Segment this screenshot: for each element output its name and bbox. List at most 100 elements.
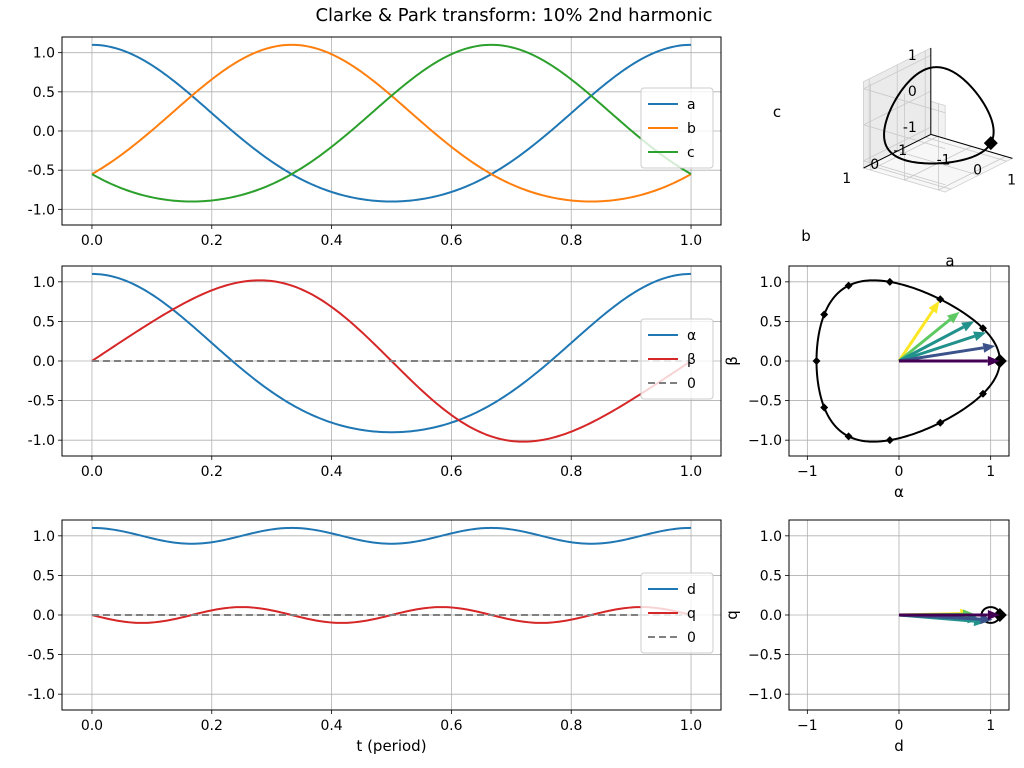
x-tick-label: 0.0 xyxy=(81,718,103,734)
legend-label: 0 xyxy=(687,376,696,392)
axes-frame xyxy=(788,265,1010,457)
y-tick-label: -1 xyxy=(893,143,907,159)
x-tick-label: 0.2 xyxy=(201,464,223,480)
legend: dq 0 xyxy=(640,572,714,654)
grid-3d xyxy=(869,164,951,190)
legend-label: 0 xyxy=(687,630,696,646)
y-tick-label: 0.5 xyxy=(760,568,782,584)
y-tick-label: 1.0 xyxy=(33,529,55,545)
series-line-d xyxy=(91,526,692,545)
x-axis-label: t (period) xyxy=(356,737,426,755)
trajectory-marker xyxy=(885,277,894,286)
z-axis-label: c xyxy=(773,103,781,121)
vector-shaft xyxy=(898,334,976,363)
x-tick-label: 0.8 xyxy=(560,718,582,734)
vector-head xyxy=(980,614,993,625)
x-tick-label: 0.4 xyxy=(320,718,342,734)
y-tick-label: 0.0 xyxy=(33,124,55,140)
y-tick-label: −0.5 xyxy=(748,394,782,410)
dq_time-axes: 0.0 0.2 0.4 0.6 0.8 1.0 -1.0 -0.5 0.0 0.5 1.0 t (pe… xyxy=(28,519,722,755)
trajectory-marker xyxy=(844,281,853,290)
x-tick-label: 0 xyxy=(973,162,982,178)
grid-3d xyxy=(863,88,946,114)
x-tick-label: 1 xyxy=(1007,172,1016,188)
space-vector-arrow xyxy=(898,331,987,363)
x-tick-label: 1.0 xyxy=(680,233,702,249)
series-line-a xyxy=(91,43,692,203)
grid-3d xyxy=(863,124,946,150)
y-tick-label: 0.5 xyxy=(33,568,55,584)
axes-frame xyxy=(61,519,722,711)
grid-3d xyxy=(863,90,931,126)
series-line-c xyxy=(91,43,692,203)
y-tick-label: -1.0 xyxy=(28,433,55,449)
x-tick-label: 0 xyxy=(895,718,904,734)
z-tick-label: 1 xyxy=(908,48,917,64)
x-tick-label: 0 xyxy=(895,464,904,480)
x-tick-label: 1.0 xyxy=(680,464,702,480)
x-tick-label: 0.4 xyxy=(320,464,342,480)
abc-3d-axes: -1 0 1 -1 0 1 -1 0 1 c a b xyxy=(773,47,1016,270)
y-tick-label: 0.0 xyxy=(33,354,55,370)
y-tick-label: 0.0 xyxy=(33,608,55,624)
trajectory-marker xyxy=(978,324,987,333)
z-tick-label: 0 xyxy=(908,84,917,100)
y-tick-label: 0.5 xyxy=(760,314,782,330)
y-tick-label: −1.0 xyxy=(748,433,782,449)
vector-head xyxy=(961,321,975,332)
y-tick-label: −0.5 xyxy=(748,648,782,664)
space-vector-arrow xyxy=(898,321,975,363)
legend-label: α xyxy=(687,328,696,344)
y-axis-label: b xyxy=(801,227,811,245)
y-tick-label: −1.0 xyxy=(748,687,782,703)
legend: αβ 0 xyxy=(640,318,714,400)
x-tick-label: -1 xyxy=(937,152,951,168)
x-tick-label: −1 xyxy=(797,464,818,480)
trajectory-marker xyxy=(844,432,853,441)
x-tick-label: 0.8 xyxy=(560,233,582,249)
space-vector-arrow xyxy=(899,610,1000,620)
vector-head xyxy=(947,311,960,324)
x-axis-label: d xyxy=(894,737,904,755)
vector-shaft xyxy=(898,346,984,363)
y-axis-label: β xyxy=(723,356,741,366)
axes-frame xyxy=(61,265,722,457)
x-tick-label: 1 xyxy=(986,718,995,734)
trajectory-marker xyxy=(812,357,821,365)
trajectory-marker xyxy=(820,403,829,412)
x-tick-label: 0.4 xyxy=(320,233,342,249)
y-tick-label: 0.0 xyxy=(760,354,782,370)
x-tick-label: 1 xyxy=(986,464,995,480)
legend-label: q xyxy=(687,606,696,622)
vector-shaft xyxy=(898,325,965,363)
legend-label: a xyxy=(687,97,696,113)
y-axis-label: q xyxy=(723,610,741,620)
vector-head xyxy=(987,610,1000,620)
grid-3d xyxy=(863,54,931,90)
x-tick-label: 0.6 xyxy=(440,464,462,480)
vector-head xyxy=(982,342,996,353)
dq_phase-axes: −1 0 1 −1.0 −0.5 0.0 0.5 1.0 d q xyxy=(723,519,1010,755)
z-tick-label: -1 xyxy=(903,120,917,136)
y-tick-label: 0 xyxy=(870,157,879,173)
figure-axes: 0.0 0.2 0.4 0.6 0.8 1.0 -1.0 -0.5 0.0 0.5 1.0 a b c 0.… xyxy=(28,36,1016,755)
y-tick-label: 0.5 xyxy=(33,314,55,330)
y-tick-label: -0.5 xyxy=(28,163,55,179)
x-tick-label: 1.0 xyxy=(680,718,702,734)
y-tick-label: 1.0 xyxy=(760,529,782,545)
y-tick-label: 1.0 xyxy=(33,46,55,62)
legend-label: c xyxy=(687,145,695,161)
vector-head xyxy=(928,300,940,314)
y-tick-label: 1.0 xyxy=(760,275,782,291)
x-tick-label: 0.0 xyxy=(81,233,103,249)
a-axis-line xyxy=(930,133,1013,159)
trajectory-marker xyxy=(936,295,945,304)
y-tick-label: 0.0 xyxy=(760,608,782,624)
space-vector-arrow xyxy=(899,356,1000,366)
x-tick-label: 0.6 xyxy=(440,233,462,249)
series-line-alpha xyxy=(91,272,692,434)
vector-head xyxy=(987,356,1000,366)
trajectory-marker xyxy=(978,389,987,398)
y-tick-label: -1.0 xyxy=(28,687,55,703)
x-axis-label: α xyxy=(894,483,904,501)
